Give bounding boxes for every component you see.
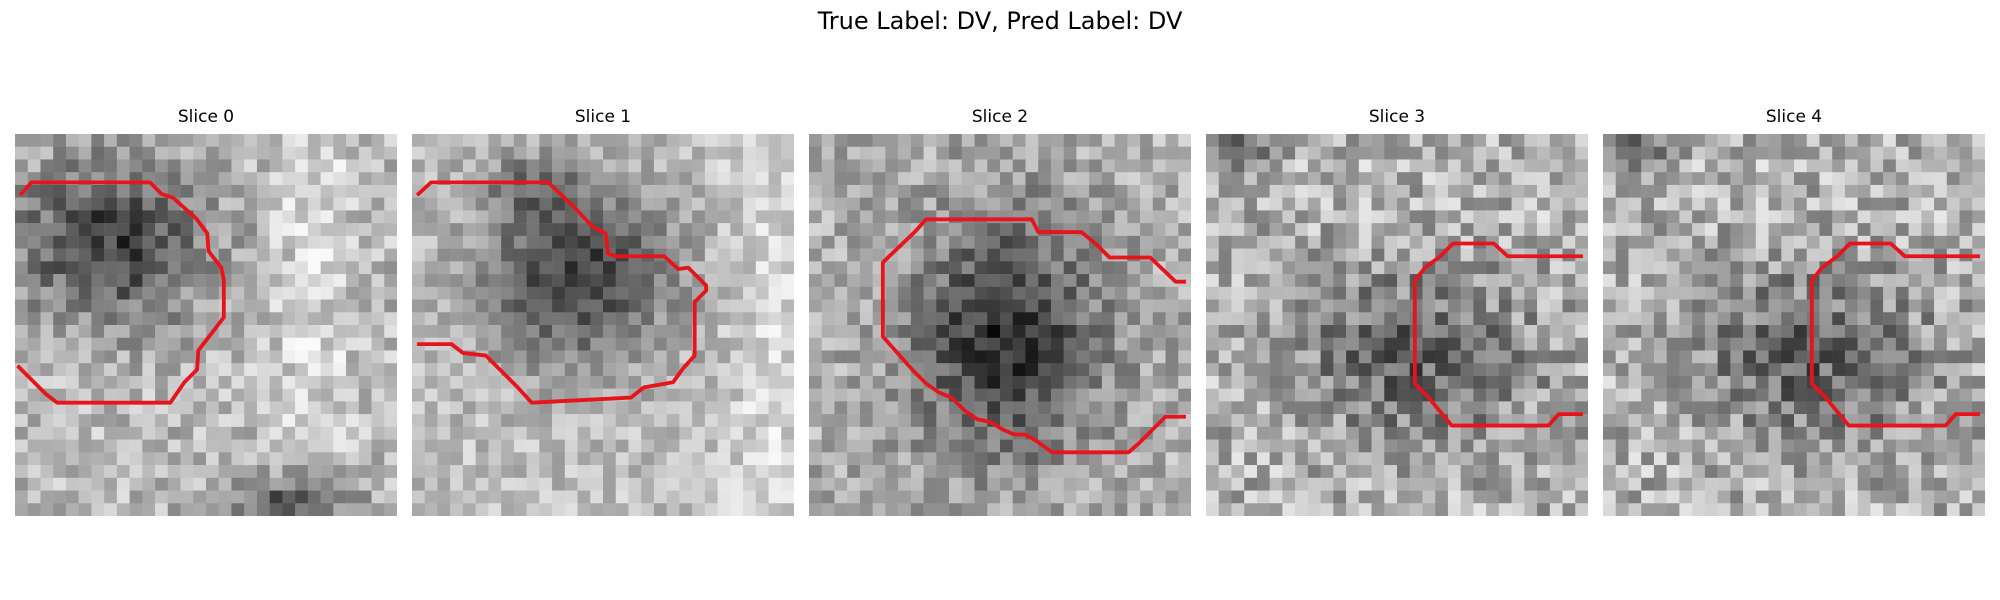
slice-panel-0: Slice 0	[15, 106, 397, 516]
slice-title: Slice 3	[1368, 107, 1426, 127]
pixel-grid	[1206, 134, 1588, 516]
mri-slice-image	[809, 134, 1191, 516]
slice-title: Slice 4	[1765, 107, 1823, 127]
slice-panel-2: Slice 2	[809, 106, 1191, 516]
slice-title: Slice 2	[971, 107, 1029, 127]
contour-line	[1412, 241, 1583, 428]
mri-slice-image	[412, 134, 794, 516]
figure-title: True Label: DV, Pred Label: DV	[817, 7, 1183, 35]
pixel-grid	[15, 134, 397, 516]
slice-panel-1: Slice 1	[412, 106, 794, 516]
mri-slice-image	[1603, 134, 1985, 516]
slice-panel-4: Slice 4	[1603, 106, 1985, 516]
contour-line	[1809, 241, 1980, 428]
mri-slice-image	[1206, 134, 1588, 516]
pixel-grid	[412, 134, 794, 516]
slice-panel-3: Slice 3	[1206, 106, 1588, 516]
contour-line	[880, 217, 1186, 455]
mri-slice-image	[15, 134, 397, 516]
pixel-grid	[1603, 134, 1985, 516]
contour-line	[16, 180, 226, 405]
pixel-grid	[809, 134, 1191, 516]
slice-title: Slice 0	[177, 107, 235, 127]
slice-title: Slice 1	[574, 107, 632, 127]
contour-line	[415, 180, 709, 405]
